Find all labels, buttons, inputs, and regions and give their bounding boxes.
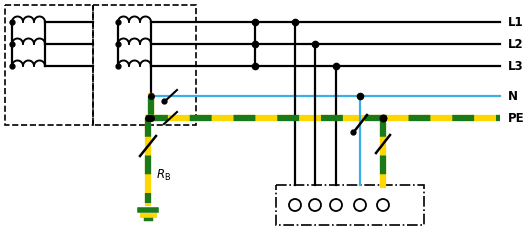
Text: $R_{\rm B}$: $R_{\rm B}$ [156, 168, 171, 183]
Bar [5, 5, 93, 125]
Text: L2: L2 [508, 37, 524, 50]
Bar [93, 5, 196, 125]
Text: L1: L1 [508, 15, 524, 29]
Text: L3: L3 [508, 60, 524, 73]
Text: N: N [508, 90, 518, 103]
Text: PE: PE [508, 111, 525, 124]
Bar [276, 185, 424, 225]
